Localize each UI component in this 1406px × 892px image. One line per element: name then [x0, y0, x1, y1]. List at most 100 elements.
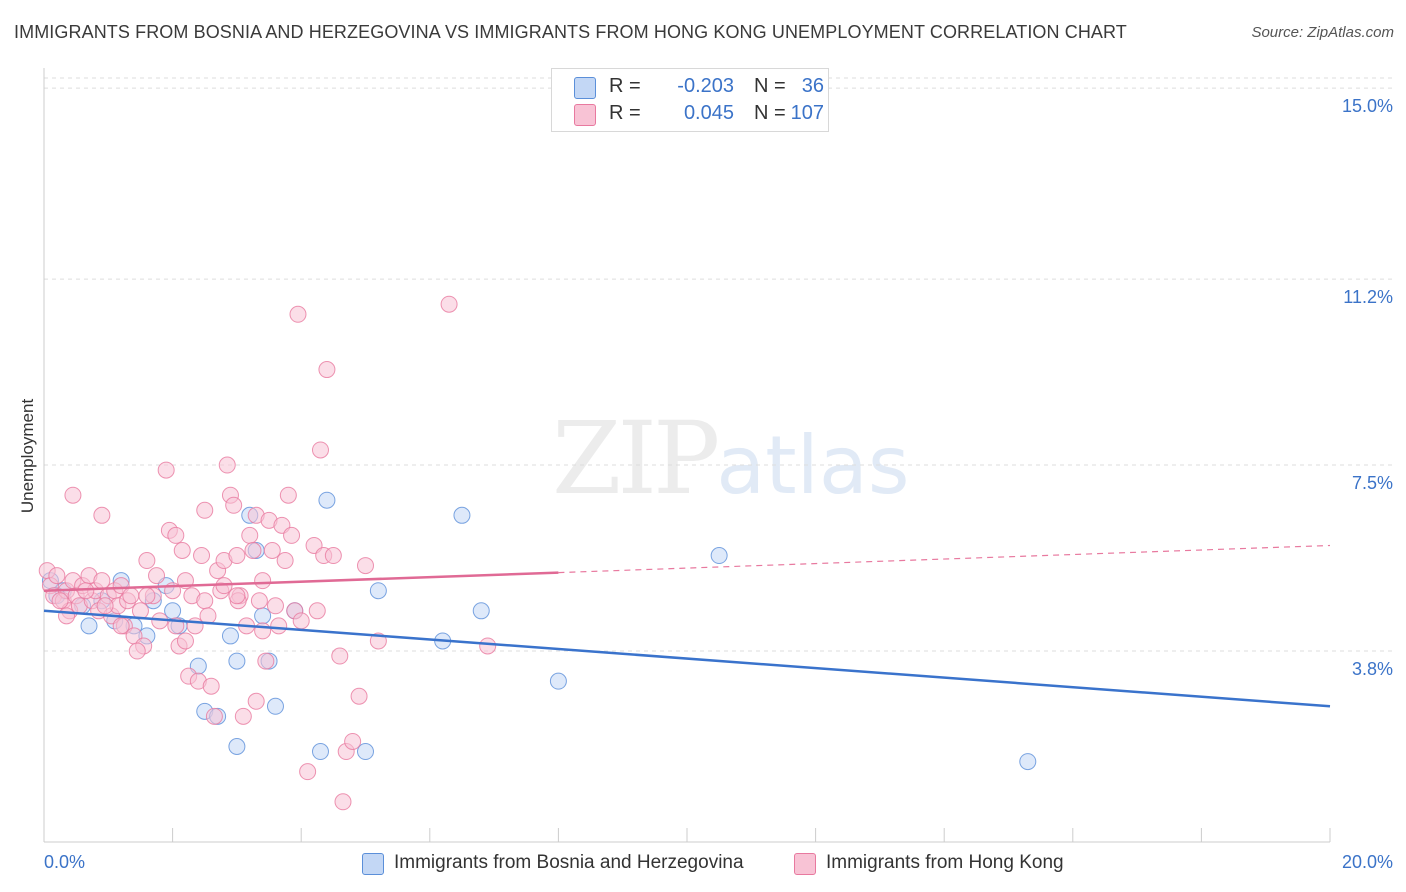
- point-s1-95: [308, 602, 326, 620]
- point-s1-99: [138, 587, 156, 605]
- point-s1-55: [241, 526, 259, 544]
- point-s1-3: [48, 567, 66, 585]
- n-label: N =: [754, 102, 786, 124]
- point-s1-48: [218, 456, 236, 474]
- point-s1-43: [202, 677, 220, 695]
- n-value-hongkong: 107: [790, 102, 824, 124]
- r-value-hongkong: 0.045: [683, 102, 734, 124]
- point-s1-66: [276, 552, 294, 570]
- point-s1-96: [64, 486, 82, 504]
- point-s1-105: [283, 526, 301, 544]
- point-s1-75: [318, 361, 336, 379]
- legend-swatch-bosnia: [362, 853, 384, 875]
- y-tick-label-0: 15.0%: [1341, 96, 1393, 117]
- point-s1-80: [344, 732, 362, 750]
- r-label: R =: [609, 75, 641, 97]
- point-s1-73: [311, 441, 329, 459]
- trend-line-ext-s1: [558, 544, 1331, 574]
- point-s1-38: [186, 617, 204, 635]
- point-s1-84: [440, 295, 458, 313]
- point-s1-82: [357, 557, 374, 575]
- point-s1-87: [77, 582, 95, 600]
- point-s1-58: [250, 592, 268, 610]
- point-s0-16: [221, 627, 239, 645]
- y-tick-label-2: 7.5%: [1351, 473, 1393, 494]
- point-s1-103: [228, 587, 246, 605]
- point-s1-50: [225, 496, 243, 514]
- legend-swatch-hongkong: [794, 853, 816, 875]
- point-s0-27: [357, 743, 374, 761]
- series-legend: Immigrants from Bosnia and Herzegovina I…: [0, 850, 1406, 880]
- point-s1-97: [93, 506, 111, 524]
- point-s1-98: [112, 617, 130, 635]
- point-s1-56: [244, 541, 262, 559]
- point-s1-67: [279, 486, 297, 504]
- point-s1-91: [148, 567, 166, 585]
- point-s0-21: [254, 607, 272, 625]
- r-label: R =: [609, 102, 641, 124]
- point-s0-32: [549, 672, 567, 690]
- stats-legend: R = -0.203 N = 36 R = 0.045 N = 107: [551, 68, 829, 132]
- point-s1-81: [350, 687, 368, 705]
- swatch-bosnia: [574, 77, 596, 99]
- point-s1-77: [331, 647, 349, 665]
- point-s0-11: [164, 602, 182, 620]
- point-s1-85: [479, 637, 497, 655]
- point-s0-25: [318, 491, 336, 509]
- n-value-bosnia: 36: [801, 75, 824, 97]
- y-tick-label-1: 11.2%: [1343, 287, 1393, 308]
- point-s0-18: [228, 738, 246, 756]
- point-s0-26: [311, 743, 329, 761]
- x-tick-label-max: 20.0%: [1341, 852, 1393, 872]
- point-s1-90: [128, 642, 146, 660]
- point-s1-62: [263, 541, 281, 559]
- legend-label-hongkong: Immigrants from Hong Kong: [826, 852, 1064, 873]
- point-s1-86: [51, 592, 69, 610]
- point-s1-94: [247, 692, 265, 710]
- chart-source: Source: ZipAtlas.com: [1251, 24, 1394, 41]
- point-s1-89: [122, 587, 140, 605]
- point-s1-71: [299, 763, 317, 781]
- point-s0-33: [710, 547, 728, 565]
- point-s1-40: [193, 547, 211, 565]
- point-s1-34: [173, 541, 191, 559]
- point-s1-60: [257, 652, 275, 670]
- legend-label-bosnia: Immigrants from Bosnia and Herzegovina: [394, 852, 744, 873]
- point-s1-26: [138, 552, 156, 570]
- point-s1-29: [157, 461, 175, 479]
- point-s1-104: [254, 622, 272, 640]
- n-label: N =: [754, 75, 786, 97]
- point-s1-106: [58, 607, 76, 625]
- point-s1-41: [196, 592, 214, 610]
- y-tick-label-3: 3.8%: [1351, 659, 1393, 679]
- point-s1-76: [324, 547, 342, 565]
- r-value-bosnia: -0.203: [677, 75, 734, 97]
- trend-line-s1: [43, 571, 559, 592]
- trend-line-s0: [43, 609, 1331, 708]
- watermark-zip: ZIP: [552, 400, 720, 517]
- point-s0-3: [80, 617, 98, 635]
- swatch-hongkong: [574, 104, 596, 126]
- x-tick-label-min: 0.0%: [44, 852, 86, 872]
- point-s1-101: [196, 501, 214, 519]
- point-s1-100: [176, 632, 194, 650]
- point-s0-30: [453, 506, 471, 524]
- point-s0-23: [266, 697, 284, 715]
- chart-title: IMMIGRANTS FROM BOSNIA AND HERZEGOVINA V…: [14, 22, 1127, 42]
- point-s0-28: [369, 582, 387, 600]
- point-s1-69: [289, 305, 307, 323]
- point-s1-78: [334, 793, 352, 811]
- point-s0-31: [472, 602, 490, 620]
- point-s1-63: [266, 597, 284, 615]
- point-s1-53: [234, 707, 252, 725]
- point-s0-34: [1019, 753, 1037, 771]
- point-s1-59: [254, 572, 272, 590]
- point-s0-17: [228, 652, 246, 670]
- point-s1-51: [228, 547, 246, 565]
- point-s1-44: [205, 707, 223, 725]
- point-s1-92: [167, 526, 185, 544]
- point-s1-64: [270, 617, 288, 635]
- point-s1-88: [96, 597, 114, 615]
- point-s1-15: [93, 572, 111, 590]
